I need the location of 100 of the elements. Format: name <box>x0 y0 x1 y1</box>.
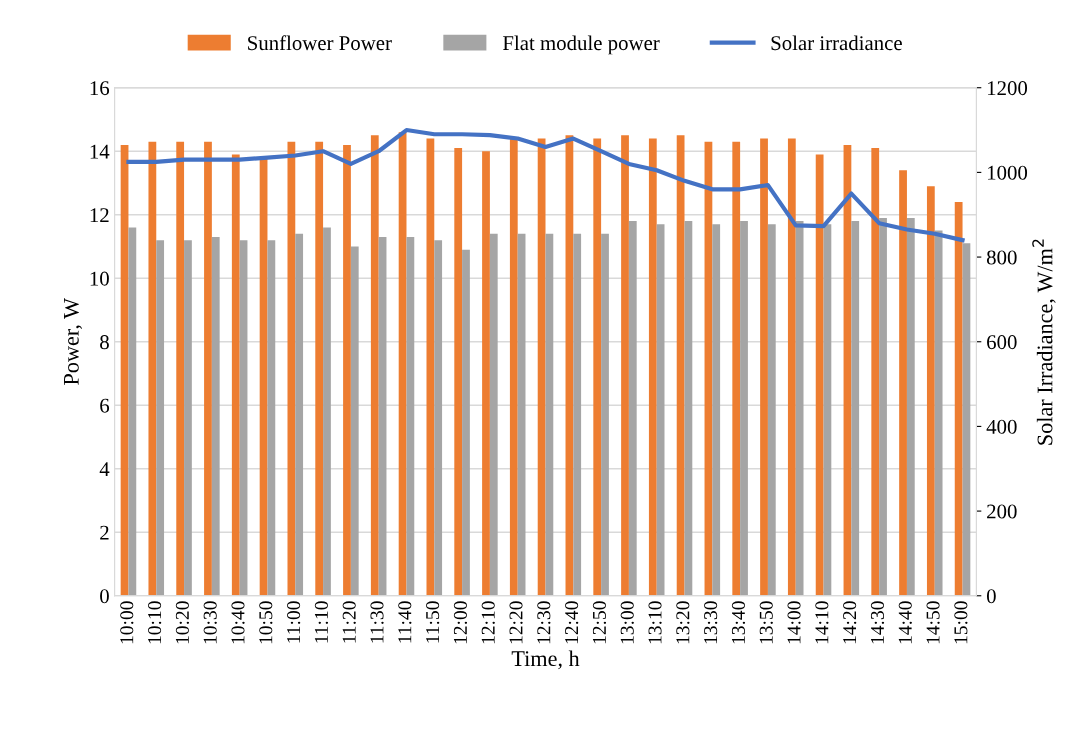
bar <box>815 154 824 596</box>
bar <box>454 148 463 596</box>
bar <box>378 236 387 596</box>
x-tick-label: 12:10 <box>481 601 495 644</box>
x-tick-label: 12:30 <box>537 601 551 644</box>
bar <box>239 240 248 596</box>
bar <box>795 221 804 596</box>
y-tick-label: 0 <box>100 589 109 604</box>
bar <box>926 186 935 596</box>
bar <box>573 233 582 596</box>
bar <box>767 224 776 596</box>
bar <box>740 221 748 596</box>
bar <box>120 144 129 596</box>
bar <box>760 138 768 596</box>
bar <box>601 233 609 596</box>
x-tick-label: 11:10 <box>314 601 329 643</box>
legend-label: Sunflower Power <box>248 35 392 51</box>
y2-tick-label: 200 <box>987 504 1017 519</box>
x-tick-label: 15:00 <box>954 601 968 644</box>
x-tick-label: 12:20 <box>509 601 523 644</box>
x-tick-label: 13:40 <box>731 601 746 644</box>
bar <box>732 141 741 596</box>
x-tick-label: 10:40 <box>231 601 245 644</box>
x-tick-label: 11:30 <box>370 601 384 643</box>
bar <box>156 240 165 596</box>
x-axis-title: Time, h <box>511 650 580 670</box>
bar <box>267 240 276 596</box>
x-tick-label: 14:10 <box>815 601 829 644</box>
bar <box>656 224 665 596</box>
bar <box>462 249 470 596</box>
x-tick-label: 14:00 <box>787 601 801 644</box>
x-tick-label: 11:20 <box>342 601 356 643</box>
bar <box>628 221 637 596</box>
x-tick-label: 12:50 <box>592 601 607 644</box>
bar <box>295 233 304 596</box>
bar <box>509 138 518 596</box>
y2-tick-label: 800 <box>986 250 1017 265</box>
bar <box>406 236 415 596</box>
bar <box>537 138 546 596</box>
y-tick-label: 14 <box>90 144 110 159</box>
x-tick-label: 12:40 <box>565 601 579 644</box>
x-tick-label: 12:00 <box>453 601 468 644</box>
bar <box>148 141 157 596</box>
y2-tick-label: 1000 <box>988 165 1028 180</box>
bar <box>482 151 490 596</box>
bar <box>899 170 907 596</box>
x-tick-label: 13:10 <box>648 601 662 644</box>
bar <box>545 233 554 596</box>
legend-label: Flat module power <box>502 35 660 55</box>
y-tick-label: 10 <box>90 271 109 286</box>
bar <box>684 221 693 596</box>
x-tick-label: 11:00 <box>287 601 301 643</box>
x-tick-label: 13:00 <box>620 601 634 644</box>
bar <box>879 217 887 596</box>
x-tick-label: 14:50 <box>926 601 940 644</box>
bar <box>517 233 526 596</box>
bar <box>287 141 296 596</box>
y-axis-title: Power, W <box>64 297 82 385</box>
bar <box>489 233 498 596</box>
x-tick-label: 14:40 <box>898 601 912 644</box>
bar <box>676 135 685 596</box>
bar <box>434 240 443 596</box>
y2-tick-label: 1200 <box>988 81 1028 96</box>
bar <box>204 141 212 596</box>
line-series <box>126 127 965 243</box>
bar <box>176 141 185 596</box>
y2-tick-label: 400 <box>986 419 1017 434</box>
y-tick-label: 16 <box>90 81 110 96</box>
bar <box>343 144 351 596</box>
bar <box>370 135 379 596</box>
bar <box>712 224 721 596</box>
y-tick-label: 12 <box>90 208 109 222</box>
bar <box>315 141 324 596</box>
y2-tick-label: 600 <box>987 335 1017 350</box>
bar <box>128 227 137 596</box>
bar <box>851 221 860 596</box>
legend-label: Solar irradiance <box>771 35 902 51</box>
bar <box>962 243 971 596</box>
y-tick-label: 6 <box>100 398 110 413</box>
y-tick-label: 2 <box>100 525 109 540</box>
bar <box>906 217 915 596</box>
bar <box>593 138 602 596</box>
x-tick-label: 10:30 <box>203 601 217 644</box>
x-tick-label: 10:50 <box>259 601 273 644</box>
y2-tick-label: 0 <box>986 589 996 604</box>
bar <box>231 154 240 596</box>
x-tick-label: 11:50 <box>426 601 440 643</box>
bar <box>621 135 629 596</box>
x-tick-label: 14:30 <box>870 601 885 644</box>
x-tick-label: 10:10 <box>148 601 162 644</box>
x-tick-label: 14:20 <box>843 601 857 644</box>
x-tick-label: 13:20 <box>676 601 690 644</box>
x-tick-label: 11:40 <box>398 601 412 643</box>
y2-axis-title: Solar Irradiance, W/m$^{2}$ <box>1032 239 1056 445</box>
x-tick-label: 10:00 <box>120 601 134 644</box>
bar <box>211 236 220 596</box>
x-tick-label: 10:20 <box>175 601 190 644</box>
bar <box>871 148 880 596</box>
x-tick-label: 13:50 <box>759 601 773 644</box>
bar <box>350 246 359 596</box>
